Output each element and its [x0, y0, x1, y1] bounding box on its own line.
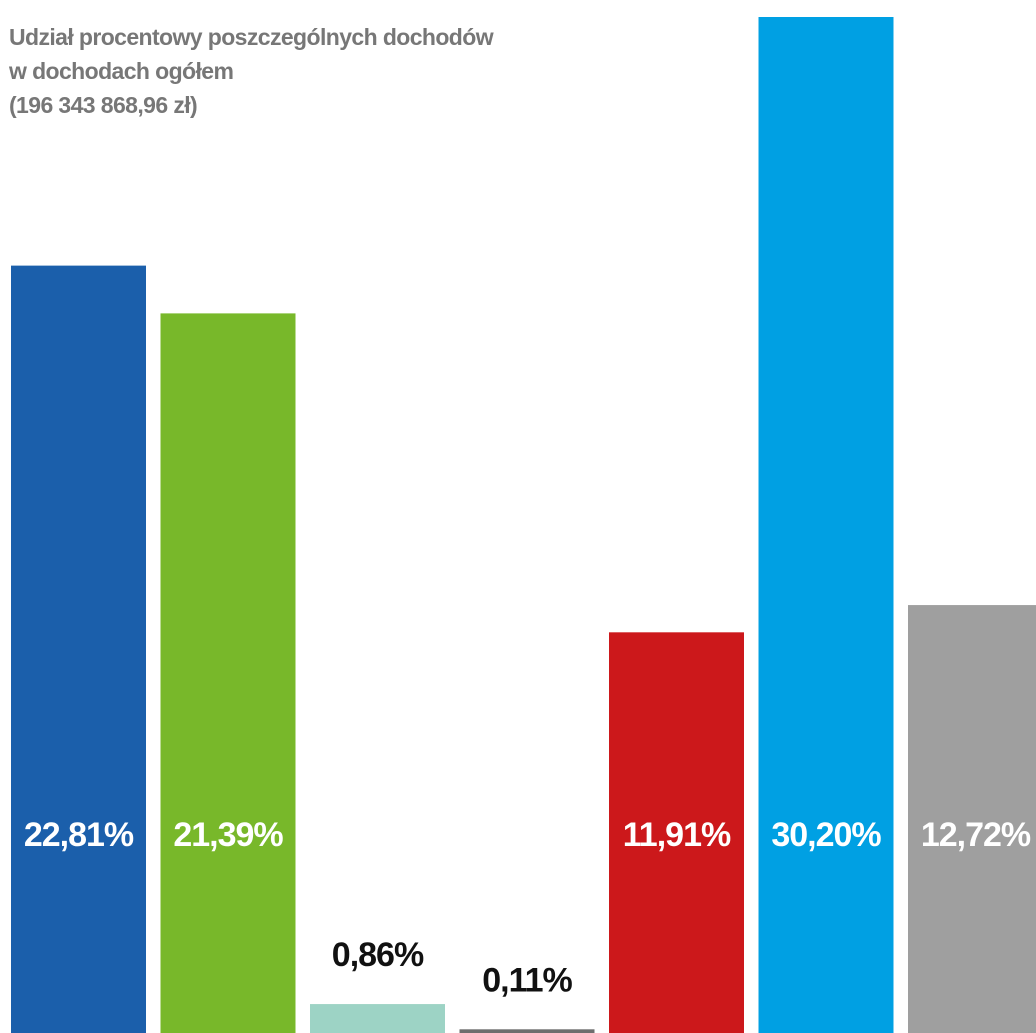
chart-title-line-1: Udział procentowy poszczególnych dochodó…: [9, 24, 494, 50]
bar-4: [459, 1029, 595, 1033]
chart-title-line-2: w dochodach ogółem: [9, 58, 234, 84]
bar-6-value-label: 30,20%: [771, 816, 881, 854]
bar-2: [160, 313, 296, 1033]
bar-5-value-label: 11,91%: [623, 816, 731, 854]
bar-3: [310, 1004, 445, 1033]
bar-5: [609, 632, 744, 1033]
bar-7: [908, 605, 1036, 1033]
chart-title: Udział procentowy poszczególnych dochodó…: [9, 20, 494, 122]
bar-3-value-label: 0,86%: [332, 936, 424, 974]
bar-6: [758, 17, 894, 1033]
bar-7-value-label: 12,72%: [921, 816, 1031, 854]
bar-2-value-label: 21,39%: [173, 816, 283, 854]
chart-title-line-3: (196 343 868,96 zł): [9, 92, 198, 118]
bar-1-value-label: 22,81%: [24, 816, 134, 854]
bar-1: [11, 265, 146, 1033]
bar-4-value-label: 0,11%: [482, 961, 572, 999]
